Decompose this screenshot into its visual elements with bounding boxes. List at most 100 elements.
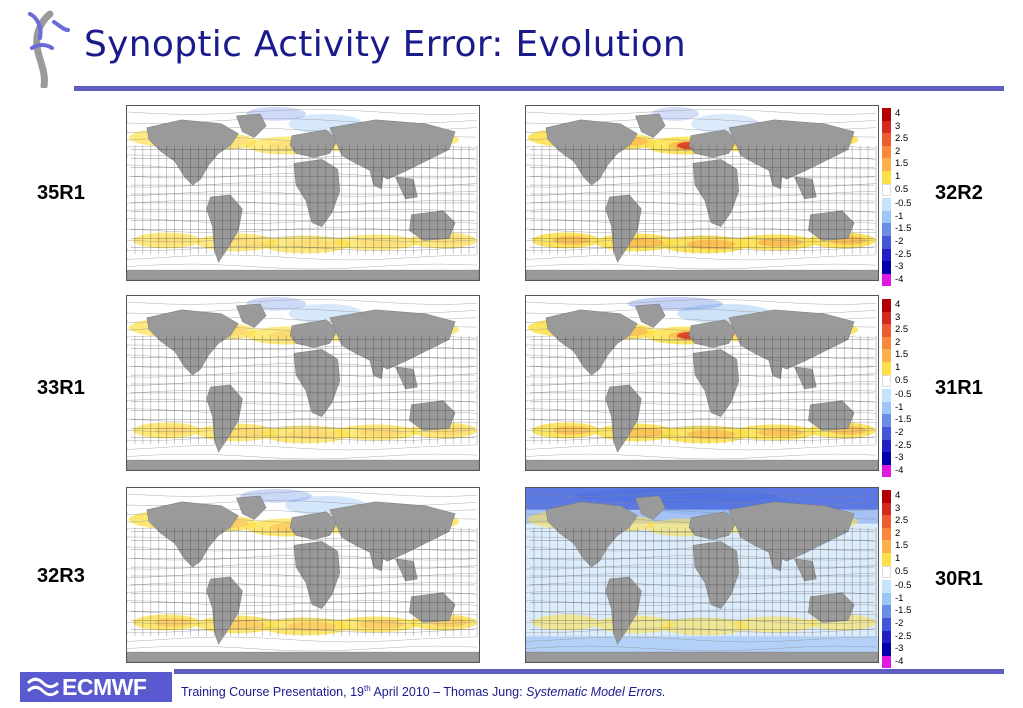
colorbar-label: -4 xyxy=(895,464,904,476)
colorbar-label: 1 xyxy=(895,171,901,182)
colorbar-label: 1 xyxy=(895,553,901,564)
ecmwf-wave-icon xyxy=(26,677,60,697)
ecmwf-swirl-logo xyxy=(28,10,70,88)
colorbar-swatch xyxy=(882,580,891,593)
colorbar-swatch xyxy=(882,145,891,159)
colorbar-swatch xyxy=(882,362,891,375)
colorbar-label: -2.5 xyxy=(895,439,912,451)
world-map-figure xyxy=(127,488,479,662)
colorbar-label: -2 xyxy=(895,427,904,438)
colorbar-label: 4 xyxy=(895,490,901,501)
colorbar-swatch xyxy=(882,349,891,362)
colorbar-swatch xyxy=(882,311,891,325)
colorbar-swatch xyxy=(882,120,891,134)
colorbar-label: 3 xyxy=(895,502,901,514)
colorbar-swatch xyxy=(882,527,891,541)
colorbar-label: 2.5 xyxy=(895,324,909,336)
colorbar-label: 1.5 xyxy=(895,540,909,552)
colorbar-label: 4 xyxy=(895,108,901,119)
colorbar-label: -0.5 xyxy=(895,198,912,210)
colorbar-swatch xyxy=(882,171,891,184)
colorbar-label: -3 xyxy=(895,452,904,464)
colorbar-label: 2 xyxy=(895,336,901,348)
panel-label-31r1: 31R1 xyxy=(935,377,983,399)
colorbar-label: 3 xyxy=(895,311,901,323)
colorbar-swatch xyxy=(882,401,891,415)
colorbar-swatch xyxy=(882,540,891,553)
colorbar-label: 4 xyxy=(895,299,901,310)
colorbar-swatch xyxy=(882,490,891,503)
colorbar-swatch xyxy=(882,464,891,478)
colorbar-swatch xyxy=(882,630,891,644)
colorbar-label: 0.5 xyxy=(895,565,909,577)
colorbar-swatch xyxy=(882,210,891,224)
world-map-figure xyxy=(526,488,878,662)
map-panel-33r1 xyxy=(126,295,480,471)
colorbar-swatch xyxy=(882,261,891,274)
colorbar-label: -2.5 xyxy=(895,248,912,260)
colorbar-label: -2.5 xyxy=(895,630,912,642)
panel-label-32r3: 32R3 xyxy=(37,565,85,587)
colorbar-label: 2.5 xyxy=(895,515,909,527)
colorbar-swatch xyxy=(882,299,891,312)
colorbar-label: 1.5 xyxy=(895,158,909,170)
colorbar-swatch xyxy=(882,324,891,337)
colorbar-label: 3 xyxy=(895,120,901,132)
world-map-figure xyxy=(526,296,878,470)
colorbar-swatch xyxy=(882,236,891,249)
colorbar-swatch xyxy=(882,389,891,402)
colorbar-label: 1 xyxy=(895,362,901,373)
colorbar-label: -1.5 xyxy=(895,414,912,426)
colorbar-label: -2 xyxy=(895,618,904,629)
panel-label-33r1: 33R1 xyxy=(37,377,85,399)
colorbar-swatch xyxy=(882,374,891,388)
world-map-figure xyxy=(526,106,878,280)
page-title: Synoptic Activity Error: Evolution xyxy=(84,24,687,65)
colorbar-swatch xyxy=(882,592,891,606)
colorbar-label: -1 xyxy=(895,210,904,222)
map-panel-32r3 xyxy=(126,487,480,663)
footer-middle: April 2010 – Thomas Jung: xyxy=(370,685,527,700)
colorbar-swatch xyxy=(882,618,891,631)
colorbar-label: -1.5 xyxy=(895,605,912,617)
map-panel-30r1 xyxy=(525,487,879,663)
colorbar-swatch xyxy=(882,183,891,197)
colorbar-swatch xyxy=(882,605,891,618)
colorbar-label: -1.5 xyxy=(895,223,912,235)
colorbar-label: 2.5 xyxy=(895,133,909,145)
ecmwf-logo-text: ECMWF xyxy=(62,673,147,700)
colorbar-swatch xyxy=(882,439,891,453)
colorbar-swatch xyxy=(882,452,891,465)
world-map-figure xyxy=(127,106,479,280)
panel-label-35r1: 35R1 xyxy=(37,182,85,204)
map-panel-31r1 xyxy=(525,295,879,471)
title-divider xyxy=(74,86,1004,91)
colorbar-swatch xyxy=(882,336,891,350)
colorbar-swatch xyxy=(882,655,891,669)
footer-divider xyxy=(174,669,1004,674)
footer-prefix: Training Course Presentation, 19 xyxy=(181,685,364,700)
colorbar-label: -4 xyxy=(895,655,904,667)
colorbar-swatch xyxy=(882,133,891,146)
colorbar-label: -0.5 xyxy=(895,389,912,401)
colorbar-swatch xyxy=(882,502,891,516)
colorbar-label: 0.5 xyxy=(895,183,909,195)
world-map-figure xyxy=(127,296,479,470)
colorbar-swatch xyxy=(882,108,891,121)
colorbar-swatch xyxy=(882,427,891,440)
colorbar-label: -3 xyxy=(895,261,904,273)
colorbar-swatch xyxy=(882,643,891,656)
map-panel-35r1 xyxy=(126,105,480,281)
colorbar-swatch xyxy=(882,273,891,287)
panel-label-30r1: 30R1 xyxy=(935,568,983,590)
footer-italic: Systematic Model Errors. xyxy=(526,685,666,700)
colorbar-swatch xyxy=(882,414,891,427)
ecmwf-logo: ECMWF xyxy=(20,672,172,702)
colorbar-label: 2 xyxy=(895,145,901,157)
colorbar-label: 1.5 xyxy=(895,349,909,361)
colorbar-label: 0.5 xyxy=(895,374,909,386)
colorbar-label: 2 xyxy=(895,527,901,539)
colorbar-label: -1 xyxy=(895,401,904,413)
colorbar-label: -4 xyxy=(895,273,904,285)
colorbar-swatch xyxy=(882,198,891,211)
